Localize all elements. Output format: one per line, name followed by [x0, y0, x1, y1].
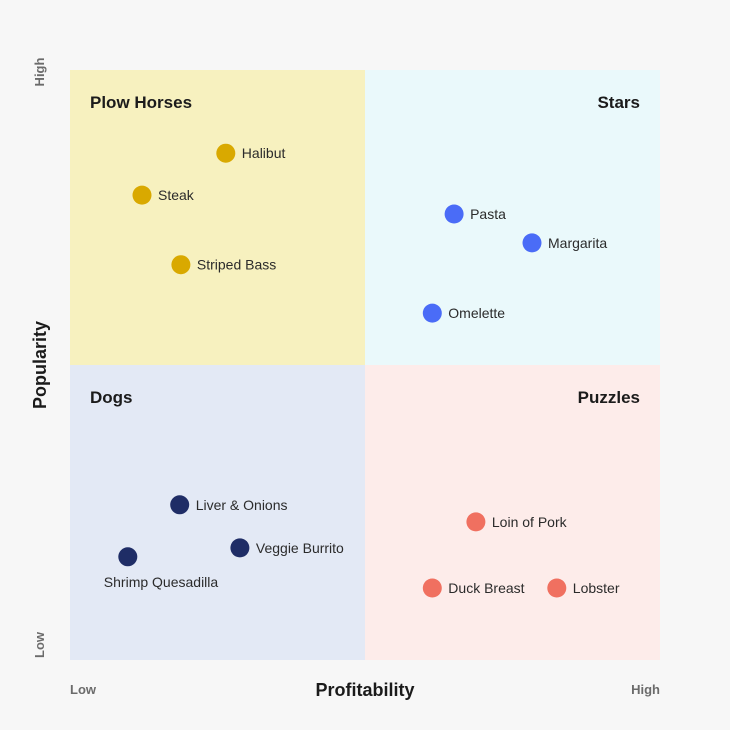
- point-label-pasta: Pasta: [470, 206, 506, 222]
- point-label-steak: Steak: [158, 187, 195, 203]
- quadrant-label-stars: Stars: [597, 93, 640, 112]
- quadrant-label-plow-horses: Plow Horses: [90, 93, 192, 112]
- point-omelette: [422, 303, 442, 323]
- point-label-lobster: Lobster: [573, 580, 620, 596]
- point-label-margarita: Margarita: [548, 235, 607, 251]
- point-label-liver-onions: Liver & Onions: [196, 497, 288, 513]
- x-axis-title: Profitability: [315, 680, 414, 700]
- point-label-loin-of-pork: Loin of Pork: [492, 514, 568, 530]
- point-label-omelette: Omelette: [448, 305, 505, 321]
- quadrant-label-dogs: Dogs: [90, 388, 133, 407]
- data-points: Halibut Steak Striped Bass Pasta Margarita Om…: [104, 143, 620, 598]
- y-axis-title: Popularity: [30, 321, 50, 409]
- quadrant-puzzles-background: [365, 365, 660, 660]
- y-tick-high: High: [32, 58, 47, 87]
- point-liver-onions: [170, 495, 190, 515]
- point-label-veggie-burrito: Veggie Burrito: [256, 540, 344, 556]
- point-loin-of-pork: [466, 512, 486, 532]
- point-striped-bass: [171, 255, 191, 275]
- point-lobster: [547, 578, 567, 598]
- point-steak: [132, 185, 152, 205]
- quadrant-stars-background: [365, 70, 660, 365]
- x-tick-high: High: [631, 682, 660, 697]
- quadrant-backgrounds: [70, 70, 660, 660]
- point-pasta: [444, 204, 464, 224]
- point-veggie-burrito: [230, 538, 250, 558]
- point-shrimp-quesadilla: [118, 547, 138, 567]
- point-halibut: [216, 143, 236, 163]
- point-label-duck-breast: Duck Breast: [448, 580, 524, 596]
- y-tick-low: Low: [32, 631, 47, 658]
- point-margarita: [522, 233, 542, 253]
- quadrant-dogs-background: [70, 365, 365, 660]
- quadrant-plow-background: [70, 70, 365, 365]
- point-duck-breast: [422, 578, 442, 598]
- point-label-halibut: Halibut: [242, 145, 286, 161]
- point-label-shrimp-quesadilla: Shrimp Quesadilla: [104, 574, 219, 590]
- x-tick-low: Low: [70, 682, 97, 697]
- quadrant-label-puzzles: Puzzles: [578, 388, 640, 407]
- point-label-striped-bass: Striped Bass: [197, 257, 276, 273]
